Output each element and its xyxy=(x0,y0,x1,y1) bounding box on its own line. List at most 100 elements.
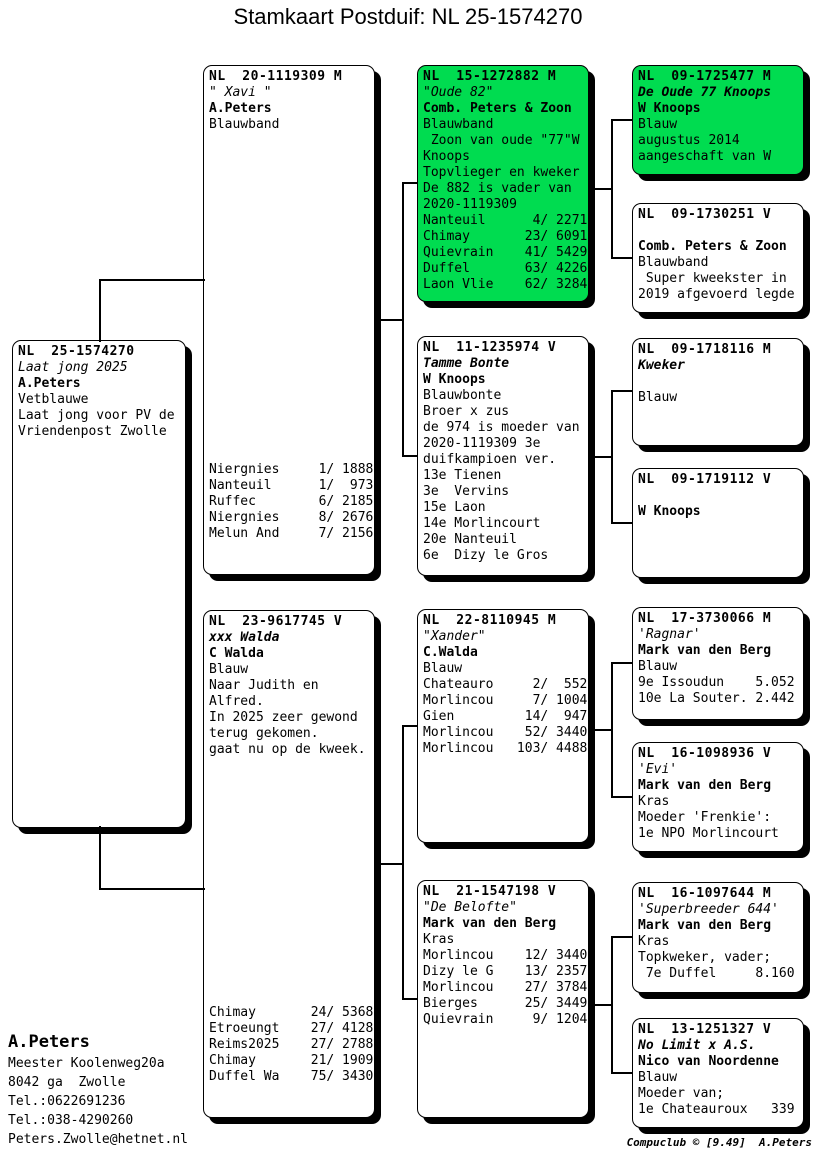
pedigree-box-sire: NL 20-1119309 M " Xavi " A.Peters Blauwband… xyxy=(203,65,375,575)
owner-address-line: Tel.:038-4290260 xyxy=(8,1113,134,1128)
ring-number: NL 09-1719112 V xyxy=(638,472,772,487)
connector-line xyxy=(611,522,632,524)
owner-address: Meester Koolenweg20a 8042 ga Zwolle Tel.:0… xyxy=(8,1054,188,1149)
connector-line xyxy=(402,182,404,457)
pedigree-box-dam-sire-sire: NL 17-3730066 M 'Ragnar' Mark van den Berg… xyxy=(632,607,804,720)
box-line: Nico van Noordenne xyxy=(638,1054,779,1069)
ring-number: NL 11-1235974 V xyxy=(423,340,557,355)
box-line: 20e Nanteuil xyxy=(423,532,517,547)
box-line: W Knoops xyxy=(423,372,486,387)
box-line: Vriendenpost Zwolle xyxy=(18,424,167,439)
pedigree-box-sire-dam-dam: NL 09-1719112 V W Knoops xyxy=(632,468,804,578)
owner-block: A.Peters Meester Koolenweg20a 8042 ga Zwo… xyxy=(8,1030,188,1149)
box-line: Reims2025 27/ 2788 xyxy=(209,1037,374,1052)
box-line: Tamme Bonte xyxy=(423,356,510,371)
box-line: xxx Walda xyxy=(209,630,280,645)
ring-number: NL 09-1725477 M xyxy=(638,69,772,84)
box-line: 13e Tienen xyxy=(423,468,502,483)
connector-line xyxy=(99,826,101,890)
box-line: " Xavi " xyxy=(209,85,272,100)
page-title: Stamkaart Postduif: NL 25-1574270 xyxy=(233,4,583,29)
box-line: Nanteuil 4/ 2271 xyxy=(423,213,588,228)
box-line: gaat nu op de kweek. xyxy=(209,742,366,757)
box-line: 9e Issoudun 5.052 xyxy=(638,675,795,690)
box-line: In 2025 zeer gewond xyxy=(209,710,358,725)
box-line: Morlincou 52/ 3440 xyxy=(423,725,588,740)
pedigree-box-sire-sire-sire: NL 09-1725477 M De Oude 77 Knoops W Knoops… xyxy=(632,65,804,175)
connector-line xyxy=(611,662,613,798)
pedigree-box-subject: NL 25-1574270 Laat jong 2025 A.Peters Vetbl… xyxy=(12,340,186,828)
box-line: A.Peters xyxy=(209,101,272,116)
connector-line xyxy=(611,390,613,524)
box-line: W Knoops xyxy=(638,504,701,519)
connector-line xyxy=(375,863,403,865)
box-line xyxy=(209,758,372,1005)
box-line: Vetblauwe xyxy=(18,392,89,407)
box-line: De 882 is vader van xyxy=(423,181,572,196)
box-line: Blauwband xyxy=(423,117,494,132)
box-line: aangeschaft van W xyxy=(638,149,772,164)
pedigree-box-sire-sire: NL 15-1272882 M "Oude 82" Comb. Peters & Z… xyxy=(417,65,589,302)
box-line: 2020-1119309 3e xyxy=(423,436,541,451)
connector-line xyxy=(611,119,632,121)
box-line: "Oude 82" xyxy=(423,85,494,100)
box-line: Morlincou 12/ 3440 xyxy=(423,948,588,963)
box-line: Knoops xyxy=(423,149,470,164)
box-line: Chateauro 2/ 552 xyxy=(423,677,588,692)
owner-address-line: Tel.:0622691236 xyxy=(8,1094,126,1109)
box-line: duifkampioen ver. xyxy=(423,452,557,467)
connector-line xyxy=(589,188,613,190)
owner-name: A.Peters xyxy=(8,1032,90,1052)
box-line: Blauw xyxy=(638,117,678,132)
box-line: C Walda xyxy=(209,646,264,661)
ring-number: NL 22-8110945 M xyxy=(423,613,557,628)
box-line: Quievrain 9/ 1204 xyxy=(423,1012,588,1027)
pedigree-box-dam-sire: NL 22-8110945 M "Xander" C.Walda Blauw Chate… xyxy=(417,609,589,843)
connector-line xyxy=(611,390,632,392)
box-line: Naar Judith en xyxy=(209,678,319,693)
box-line: 2020-1119309 xyxy=(423,197,517,212)
pedigree-box-sire-dam: NL 11-1235974 V Tamme Bonte W Knoops Blauwb… xyxy=(417,336,589,576)
box-line xyxy=(209,133,372,462)
box-line: Nanteuil 1/ 973 xyxy=(209,478,374,493)
box-line: Bierges 25/ 3449 xyxy=(423,996,588,1011)
box-line: Blauw xyxy=(638,659,678,674)
box-line: Broer x zus xyxy=(423,404,510,419)
box-line: Blauwbonte xyxy=(423,388,502,403)
connector-line xyxy=(589,456,613,458)
ring-number: NL 13-1251327 V xyxy=(638,1022,772,1037)
ring-number: NL 09-1718116 M xyxy=(638,342,772,357)
box-line: Kras xyxy=(638,934,670,949)
pedigree-box-sire-sire-dam: NL 09-1730251 V Comb. Peters & Zoon Blauw… xyxy=(632,203,804,313)
connector-line xyxy=(589,1004,613,1006)
ring-number: NL 23-9617745 V xyxy=(209,614,343,629)
box-line xyxy=(638,374,801,390)
box-line: De Oude 77 Knoops xyxy=(638,85,772,100)
connector-line xyxy=(99,279,101,342)
connector-line xyxy=(611,257,632,259)
box-line: Chimay 24/ 5368 xyxy=(209,1005,374,1020)
box-line: 6e Dizy le Gros xyxy=(423,548,549,563)
connector-line xyxy=(402,182,417,184)
box-line: Moeder 'Frenkie': xyxy=(638,810,772,825)
pedigree-box-dam-dam-sire: NL 16-1097644 M 'Superbreeder 644' Mark va… xyxy=(632,882,804,993)
ring-number: NL 17-3730066 M xyxy=(638,611,772,626)
box-line: Laat jong voor PV de xyxy=(18,408,175,423)
box-line: Comb. Peters & Zoon xyxy=(638,239,787,254)
box-line: Blauw xyxy=(423,661,463,676)
box-line: 1e Chateauroux 339 xyxy=(638,1102,795,1117)
box-line: de 974 is moeder van xyxy=(423,420,580,435)
box-line: 'Superbreeder 644' xyxy=(638,902,779,917)
box-line: terug gekomen. xyxy=(209,726,319,741)
ring-number: NL 21-1547198 V xyxy=(423,884,557,899)
box-line: Laon Vlie 62/ 3284 xyxy=(423,277,588,292)
connector-line xyxy=(611,936,632,938)
ring-number: NL 15-1272882 M xyxy=(423,69,557,84)
owner-address-line: 8042 ga Zwolle xyxy=(8,1075,126,1090)
box-line: 'Evi' xyxy=(638,762,678,777)
box-line: Etroeungt 27/ 4128 xyxy=(209,1021,374,1036)
box-line: Mark van den Berg xyxy=(638,918,772,933)
connector-line xyxy=(611,796,632,798)
ring-number: NL 16-1098936 V xyxy=(638,746,772,761)
